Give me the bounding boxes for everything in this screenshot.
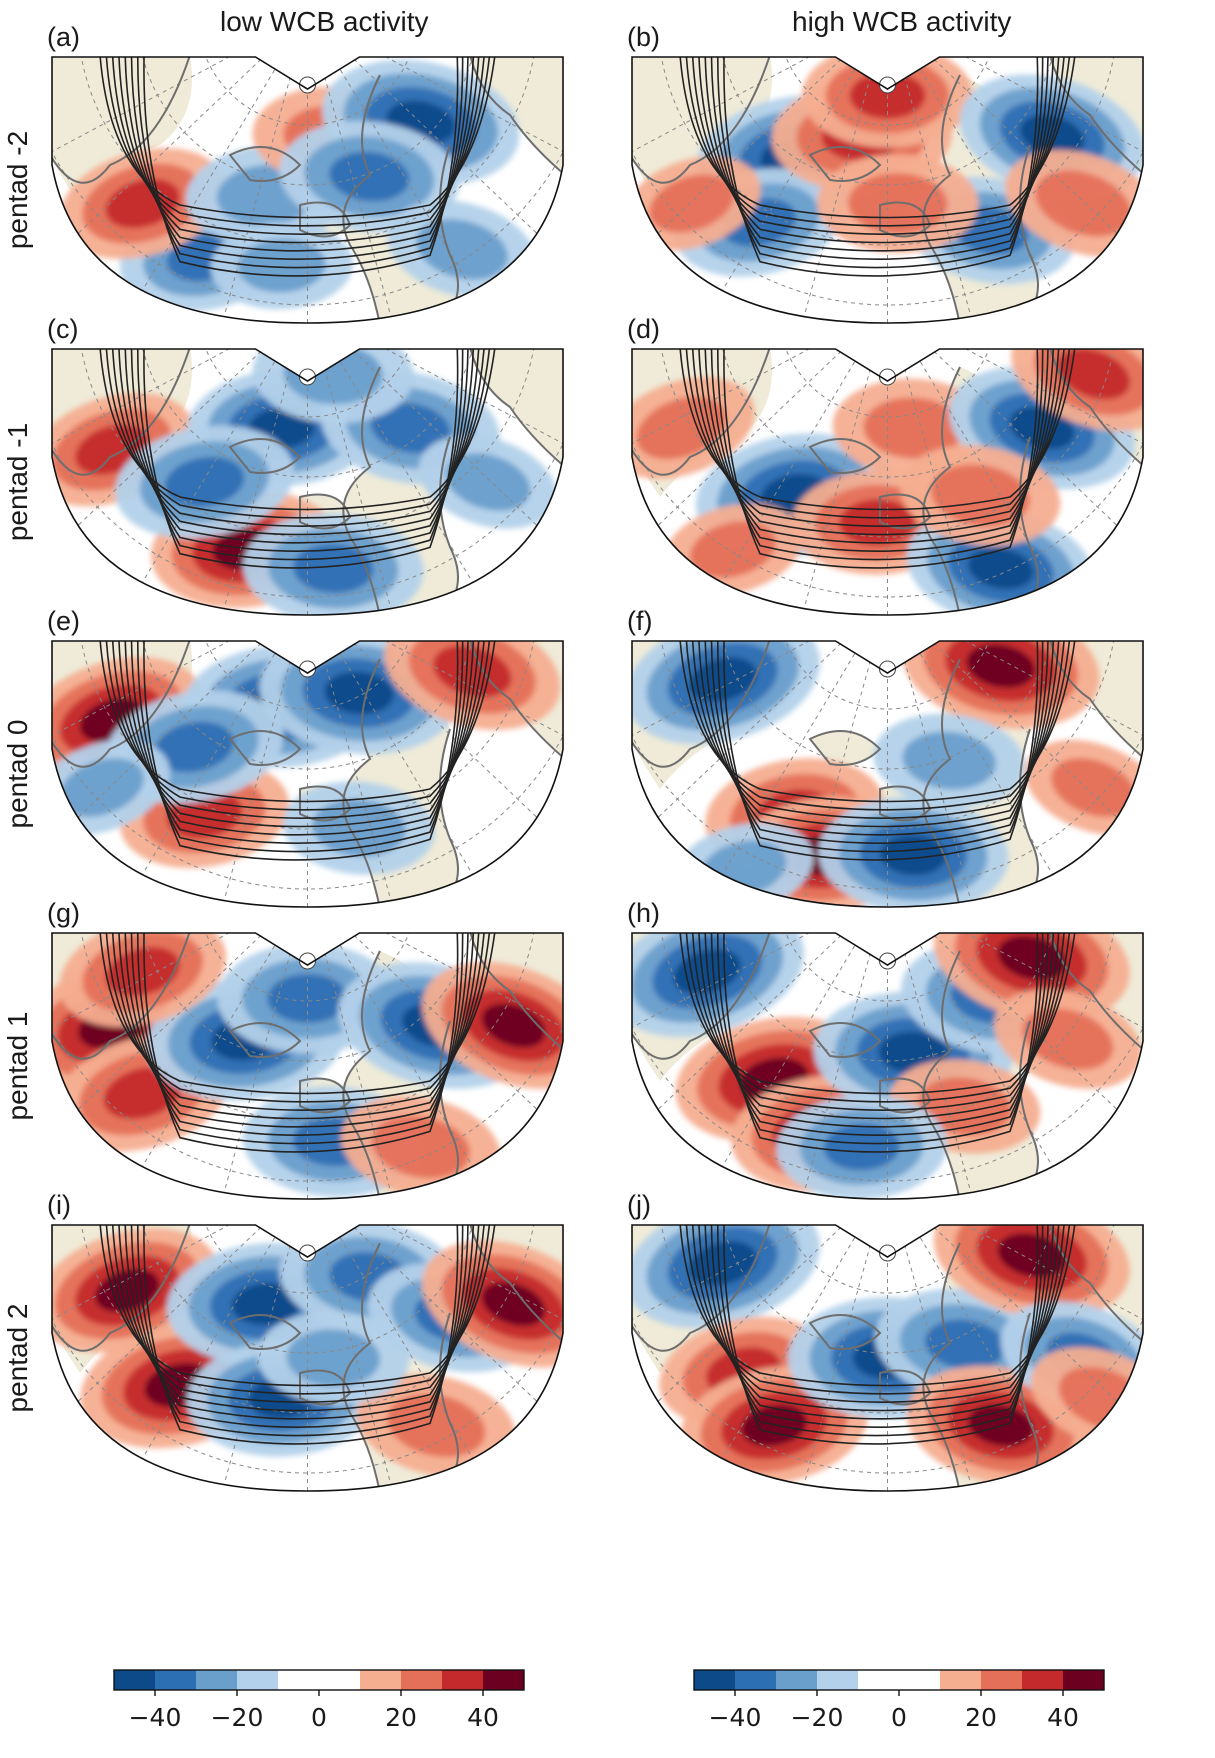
colorbar-segment [858, 1670, 899, 1690]
graticule [52, 57, 563, 323]
map-panel [631, 932, 1144, 1200]
colorbar-segment [319, 1670, 360, 1690]
map-panel [51, 56, 564, 324]
colorbar-segment [940, 1670, 981, 1690]
jet-contours [679, 933, 1076, 1153]
jet-contours [99, 641, 496, 861]
row-label-pentad-2: pentad 2 [2, 1303, 33, 1413]
colorbar-segment [694, 1670, 735, 1690]
row-label-pentad-minus-2: pentad -2 [2, 130, 33, 250]
jet-contours [99, 933, 496, 1153]
map-panel [631, 56, 1144, 324]
colorbar-segment [981, 1670, 1022, 1690]
panel-border [631, 56, 1144, 324]
panel-border [51, 1224, 564, 1492]
row-label-pentad-0: pentad 0 [2, 719, 33, 829]
colorbar-segment [817, 1670, 858, 1690]
panel-letter: (c) [47, 314, 79, 344]
coastlines [52, 641, 563, 907]
colorbar-segment [899, 1670, 940, 1690]
jet-contours [99, 1225, 496, 1445]
anomaly-layer [52, 349, 557, 615]
anomaly-layer [632, 349, 1143, 615]
panel-border [51, 348, 564, 616]
map-panel [631, 1224, 1144, 1492]
map-panel [51, 348, 564, 616]
colorbar-segment [1022, 1670, 1063, 1690]
panel-border [51, 640, 564, 908]
jet-contours [679, 1225, 1076, 1445]
map-panel [631, 640, 1144, 908]
coastlines [52, 1225, 563, 1491]
panel-letter: (e) [47, 606, 80, 636]
colorbar-tick-label: −40 [129, 1703, 182, 1732]
panel-border [51, 56, 564, 324]
jet-contours [99, 57, 496, 277]
map-panel [631, 348, 1144, 616]
panel-letter: (d) [627, 314, 660, 344]
colorbar-tick-label: 20 [385, 1703, 417, 1732]
panel-letter: (i) [47, 1190, 71, 1220]
panel-letter: (f) [627, 606, 653, 636]
row-label-pentad-minus-1: pentad -1 [2, 422, 33, 542]
colorbar-segment [278, 1670, 319, 1690]
colorbar-segment [776, 1670, 817, 1690]
colorbar-segment [360, 1670, 401, 1690]
colorbar-tick-label: −40 [709, 1703, 762, 1732]
map-panel [51, 932, 564, 1200]
colorbar-right: −40 −20 0 20 40 [693, 1669, 1105, 1732]
coastlines [632, 57, 1143, 323]
colorbar-segment [1063, 1670, 1104, 1690]
column-title-high-wcb: high WCB activity [792, 6, 1012, 37]
panel-border [631, 932, 1144, 1200]
colorbar-segment [196, 1670, 237, 1690]
panel-border [631, 348, 1144, 616]
colorbar-tick-label: 40 [467, 1703, 499, 1732]
jet-contours [679, 349, 1076, 569]
panel-letter: (a) [47, 22, 80, 52]
colorbar-tick-label: 0 [311, 1703, 327, 1732]
map-panel [51, 1224, 564, 1492]
colorbar-segment [114, 1670, 155, 1690]
jet-contours [679, 641, 1076, 861]
colorbar-segment [155, 1670, 196, 1690]
colorbar-segment [237, 1670, 278, 1690]
jet-contours [679, 57, 1076, 277]
panel-border [631, 640, 1144, 908]
panel-letter: (b) [627, 22, 660, 52]
panel-letter: (g) [47, 898, 80, 928]
colorbar-segment [735, 1670, 776, 1690]
jet-contours [99, 349, 496, 569]
column-title-low-wcb: low WCB activity [220, 6, 429, 37]
colorbar-segment [401, 1670, 442, 1690]
colorbar-segment [483, 1670, 524, 1690]
panel-border [51, 932, 564, 1200]
map-panel [51, 640, 564, 908]
colorbar-tick-label: −20 [791, 1703, 844, 1732]
colorbar-segment [442, 1670, 483, 1690]
colorbar-left: −40 −20 0 20 40 [113, 1669, 525, 1732]
panel-border [631, 1224, 1144, 1492]
row-label-pentad-1: pentad 1 [2, 1011, 33, 1121]
colorbar-tick-label: −20 [211, 1703, 264, 1732]
panel-letter: (j) [627, 1190, 651, 1220]
colorbar-tick-label: 40 [1047, 1703, 1079, 1732]
colorbar-tick-label: 20 [965, 1703, 997, 1732]
coastlines [632, 933, 1143, 1199]
colorbar-tick-label: 0 [891, 1703, 907, 1732]
panel-letter: (h) [627, 898, 660, 928]
